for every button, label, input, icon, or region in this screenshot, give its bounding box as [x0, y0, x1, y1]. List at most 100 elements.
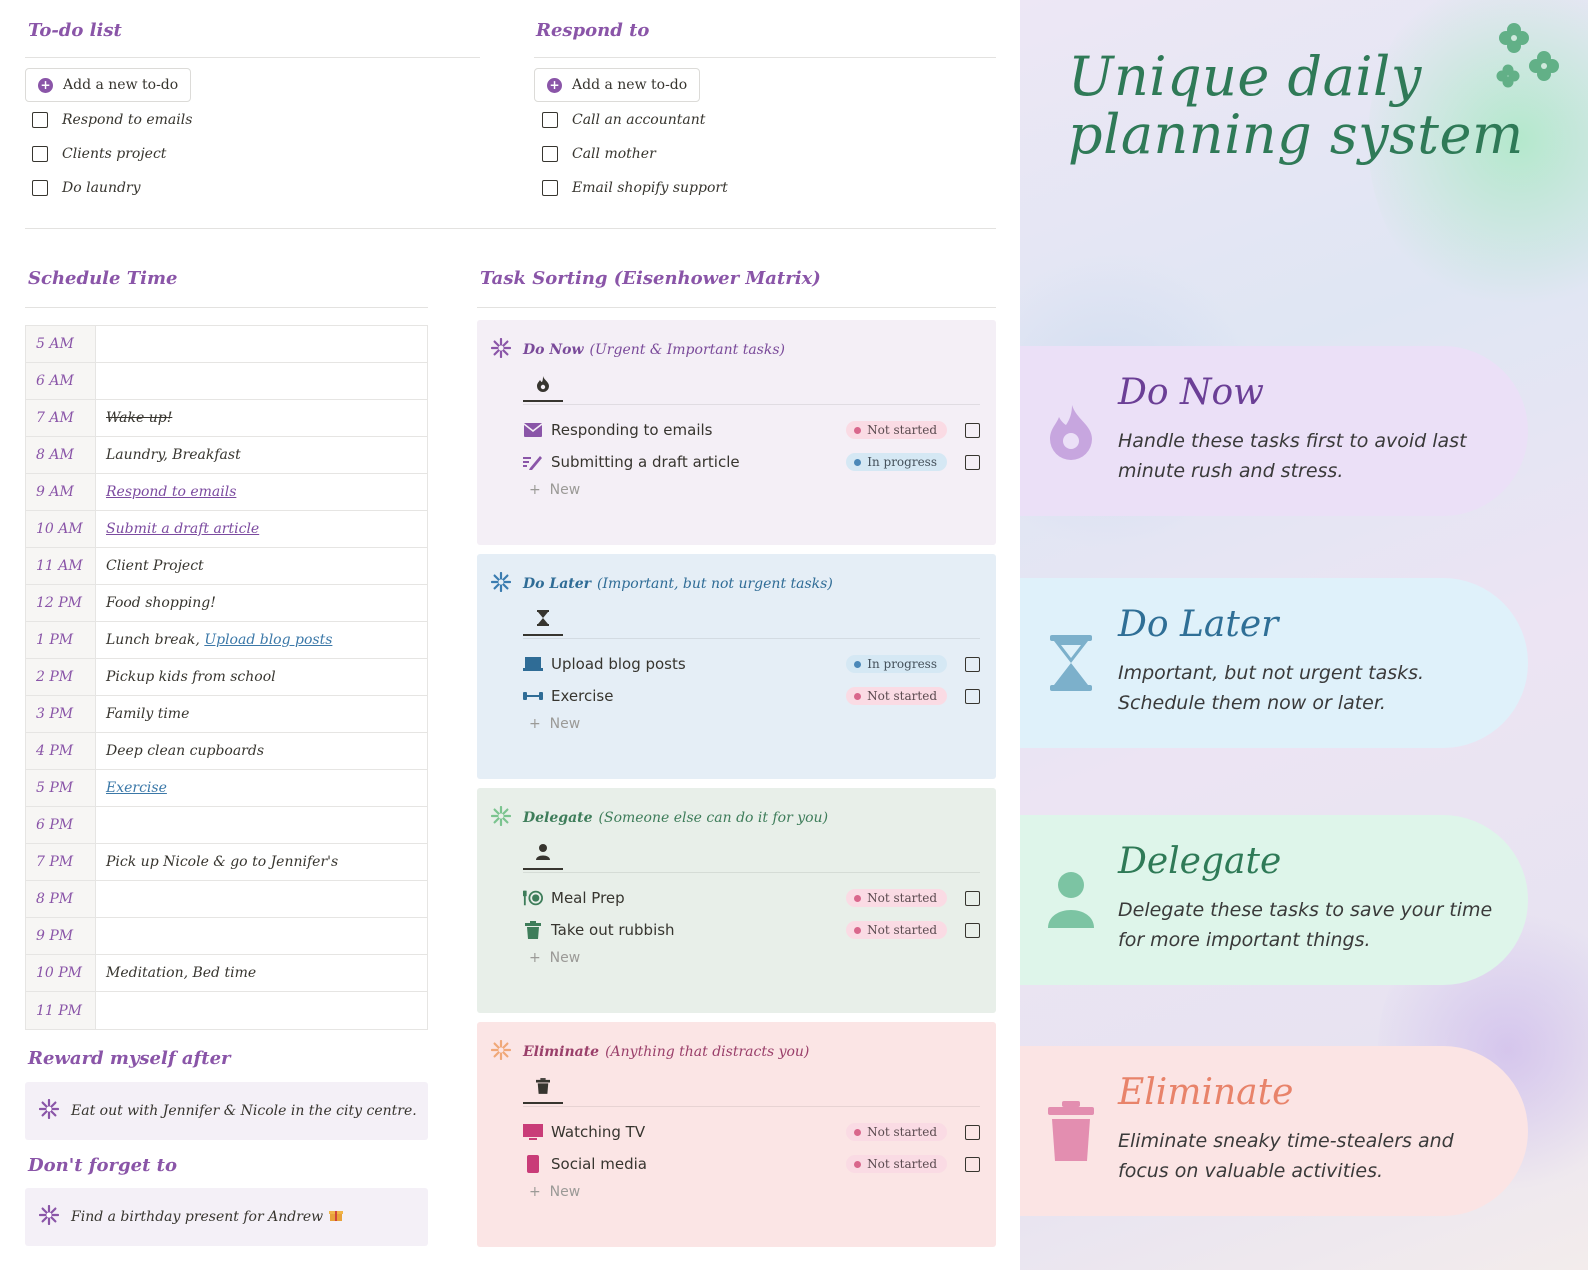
schedule-link[interactable]: Upload blog posts: [204, 632, 333, 648]
task-name: Exercise: [551, 687, 614, 705]
status-label: Not started: [867, 689, 937, 703]
trash-icon: [536, 1078, 550, 1098]
quadrant-header: Delegate (Someone else can do it for you…: [490, 805, 828, 830]
status-badge[interactable]: Not started: [846, 921, 947, 939]
task-checkbox[interactable]: [965, 890, 980, 906]
schedule-row: 9 AM Respond to emails: [26, 474, 427, 511]
schedule-row: 11 PM: [26, 992, 427, 1029]
checkbox[interactable]: [32, 180, 48, 196]
headline-line: planning system: [1068, 103, 1524, 166]
flower-icon: [38, 1098, 60, 1123]
quadrant-name: Do Now: [523, 342, 584, 358]
task-checkbox[interactable]: [965, 422, 980, 438]
task-row[interactable]: Responding to emails Not started: [523, 416, 980, 444]
new-row-button[interactable]: + New: [529, 716, 580, 732]
status-badge[interactable]: Not started: [846, 889, 947, 907]
task-row[interactable]: Watching TV Not started: [523, 1118, 980, 1146]
respond-item[interactable]: Call an accountant: [542, 112, 705, 128]
todo-title: To-do list: [28, 20, 122, 41]
status-dot: [854, 926, 862, 934]
checkbox[interactable]: [32, 146, 48, 162]
status-badge[interactable]: Not started: [846, 687, 947, 705]
task-checkbox[interactable]: [965, 454, 980, 470]
fire-icon: [536, 376, 550, 396]
schedule-link[interactable]: Respond to emails: [106, 484, 237, 500]
new-row-button[interactable]: + New: [529, 482, 580, 498]
schedule-cell[interactable]: Client Project: [106, 558, 204, 574]
schedule-cell[interactable]: Meditation, Bed time: [106, 965, 257, 981]
status-badge[interactable]: In progress: [846, 655, 947, 673]
status-badge[interactable]: Not started: [846, 1155, 947, 1173]
schedule-cell[interactable]: Family time: [106, 706, 190, 722]
checkbox[interactable]: [542, 180, 558, 196]
todo-item-label: Clients project: [62, 146, 167, 162]
schedule-row: 7 PM Pick up Nicole & go to Jennifer's: [26, 844, 427, 881]
schedule-cell[interactable]: [96, 918, 427, 954]
task-row[interactable]: Take out rubbish Not started: [523, 916, 980, 944]
checkbox[interactable]: [542, 146, 558, 162]
schedule-cell[interactable]: Exercise: [96, 770, 427, 806]
dont-forget-callout[interactable]: Find a birthday present for Andrew: [25, 1188, 428, 1246]
checkbox[interactable]: [32, 112, 48, 128]
quadrant-name: Eliminate: [523, 1044, 600, 1060]
schedule-link[interactable]: Exercise: [106, 780, 167, 796]
view-tab[interactable]: [523, 372, 563, 402]
schedule-cell[interactable]: Wake up!: [96, 400, 427, 436]
task-checkbox[interactable]: [965, 1156, 980, 1172]
task-row[interactable]: Upload blog posts In progress: [523, 650, 980, 678]
schedule-cell[interactable]: Pickup kids from school: [106, 669, 276, 685]
reward-callout[interactable]: Eat out with Jennifer & Nicole in the ci…: [25, 1082, 428, 1140]
matrix-title: Task Sorting (Eisenhower Matrix): [480, 268, 821, 289]
task-checkbox[interactable]: [965, 656, 980, 672]
view-tab[interactable]: [523, 606, 563, 636]
todo-item[interactable]: Do laundry: [32, 180, 141, 196]
todo-item[interactable]: Clients project: [32, 146, 166, 162]
new-row-button[interactable]: + New: [529, 950, 580, 966]
utensils-icon: [523, 888, 543, 908]
schedule-cell[interactable]: [96, 363, 427, 399]
todo-item[interactable]: Respond to emails: [32, 112, 192, 128]
schedule-time: 6 AM: [26, 363, 96, 399]
task-row[interactable]: Social media Not started: [523, 1150, 980, 1178]
task-checkbox[interactable]: [965, 688, 980, 704]
schedule-cell[interactable]: [96, 992, 427, 1029]
new-row-button[interactable]: + New: [529, 1184, 580, 1200]
schedule-cell[interactable]: Lunch break, Upload blog posts: [96, 622, 427, 658]
promo-card-title: Do Now: [1118, 372, 1264, 413]
respond-title: Respond to: [536, 20, 650, 41]
schedule-cell[interactable]: [96, 326, 427, 362]
schedule-cell[interactable]: Laundry, Breakfast: [106, 447, 241, 463]
schedule-cell[interactable]: Respond to emails: [96, 474, 427, 510]
status-badge[interactable]: Not started: [846, 1123, 947, 1141]
task-row[interactable]: Meal Prep Not started: [523, 884, 980, 912]
reward-title: Reward myself after: [28, 1048, 231, 1069]
schedule-time: 2 PM: [26, 659, 96, 695]
status-badge[interactable]: In progress: [846, 453, 947, 471]
quadrant-subtitle: (Urgent & Important tasks): [589, 342, 785, 358]
task-checkbox[interactable]: [965, 1124, 980, 1140]
plus-icon: +: [529, 716, 550, 732]
todo-add-button[interactable]: + Add a new to-do: [25, 68, 192, 102]
schedule-time: 8 PM: [26, 881, 96, 917]
schedule-cell[interactable]: Deep clean cupboards: [106, 743, 265, 759]
view-tab[interactable]: [523, 840, 563, 870]
clover-decoration-icon: [1492, 18, 1562, 100]
status-badge[interactable]: Not started: [846, 421, 947, 439]
schedule-row: 3 PM Family time: [26, 696, 427, 733]
schedule-cell[interactable]: [96, 807, 427, 843]
schedule-cell[interactable]: Pick up Nicole & go to Jennifer's: [106, 854, 339, 870]
task-checkbox[interactable]: [965, 922, 980, 938]
schedule-cell[interactable]: [96, 881, 427, 917]
quadrant-do-later: Do Later (Important, but not urgent task…: [477, 554, 996, 779]
respond-item[interactable]: Email shopify support: [542, 180, 728, 196]
task-row[interactable]: Submitting a draft article In progress: [523, 448, 980, 476]
schedule-link[interactable]: Submit a draft article: [106, 521, 260, 537]
schedule-cell[interactable]: Food shopping!: [106, 595, 216, 611]
respond-add-button[interactable]: + Add a new to-do: [534, 68, 701, 102]
notion-page: To-do list + Add a new to-do Respond to …: [25, 20, 996, 1247]
task-row[interactable]: Exercise Not started: [523, 682, 980, 710]
respond-item[interactable]: Call mother: [542, 146, 656, 162]
view-tab[interactable]: [523, 1074, 563, 1104]
schedule-cell[interactable]: Submit a draft article: [96, 511, 427, 547]
checkbox[interactable]: [542, 112, 558, 128]
